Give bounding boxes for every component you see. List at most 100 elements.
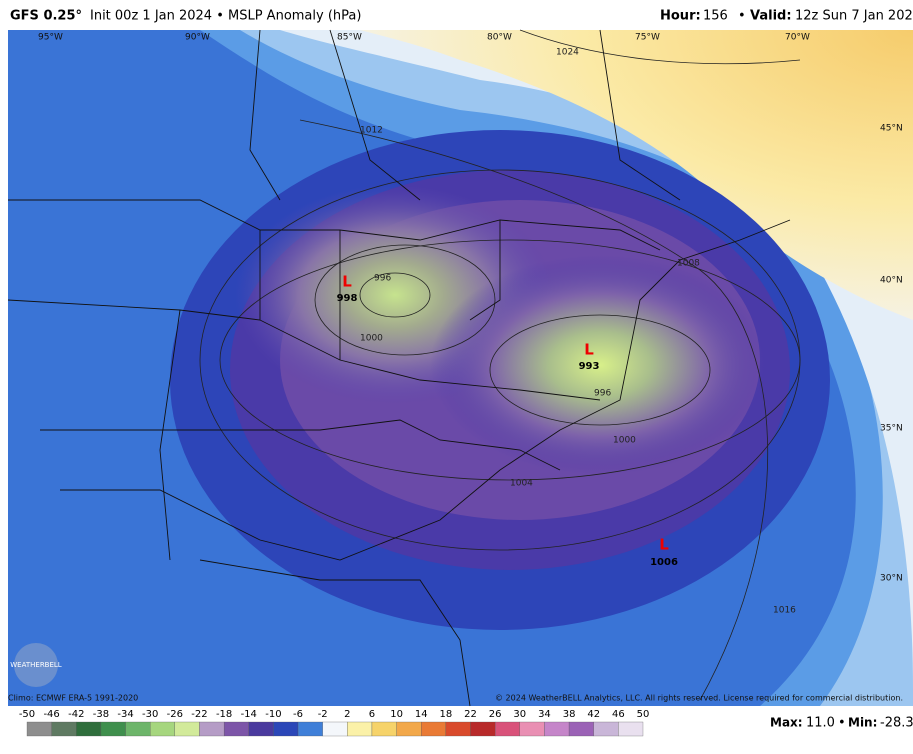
- climo: Climo: ECMWF ERA-5 1991-2020: [8, 694, 138, 703]
- low-pressure: 993: [579, 361, 600, 372]
- colorbar: -50 -46 -42 -38 -34 -30 -26 -22 -18 -14 -10 -6 -2 2 6 1…: [19, 709, 650, 737]
- isobar-label: 1000: [613, 436, 636, 446]
- colorbar-tick-label: -22: [191, 709, 207, 720]
- colorbar-tick-label: 18: [440, 709, 453, 720]
- low-symbol: L: [584, 341, 594, 359]
- longitude: 95°W: [38, 33, 63, 43]
- isobar-label: 1004: [510, 479, 533, 489]
- header-bar: [0, 0, 913, 30]
- colorbar-tick-label: 50: [637, 709, 650, 720]
- longitude: 80°W: [487, 33, 512, 43]
- isobar-label: 996: [374, 274, 391, 284]
- colorbar-segment: [100, 721, 126, 737]
- colorbar-segment: [618, 721, 644, 737]
- logo-globe: [14, 643, 58, 687]
- colorbar-segment: [470, 721, 496, 737]
- longitude: 90°W: [185, 33, 210, 43]
- latitude: 40°N: [880, 276, 903, 286]
- logo: WEATHERBELL: [10, 661, 62, 669]
- colorbar-tick-label: -30: [142, 709, 158, 720]
- colorbar-segment: [347, 721, 373, 737]
- colorbar-segment: [174, 721, 200, 737]
- colorbar-segment: [248, 721, 274, 737]
- colorbar-segment: [396, 721, 422, 737]
- colorbar-tick-label: 46: [612, 709, 625, 720]
- colorbar-segment: [322, 721, 348, 737]
- max-label: Max:: [770, 716, 803, 730]
- isobar-label: 1024: [556, 48, 579, 58]
- valid: 12z Sun 7 Jan 2024: [795, 9, 913, 24]
- colorbar-tick-label: -18: [216, 709, 232, 720]
- high-area: [360, 30, 913, 320]
- map: 95°W 90°W 85°W 80°W 75°W 70°W 45°N 40°N …: [7, 29, 913, 707]
- low-pressure: 1006: [650, 557, 678, 568]
- max: 11.0: [806, 716, 835, 731]
- colorbar-segment: [519, 721, 545, 737]
- colorbar-tick-label: 34: [538, 709, 551, 720]
- colorbar-tick-label: -42: [68, 709, 84, 720]
- colorbar-segment: [150, 721, 175, 737]
- separator: •: [738, 9, 746, 24]
- colorbar-segment: [297, 721, 323, 737]
- colorbar-segment: [445, 721, 471, 737]
- latitude: 35°N: [880, 424, 903, 434]
- colorbar-tick-label: -34: [117, 709, 133, 720]
- boundaries: [7, 29, 791, 707]
- colorbar-segment: [593, 721, 619, 737]
- isobars: [199, 29, 801, 701]
- hour-label: Hour:: [660, 9, 701, 24]
- longitude: 70°W: [785, 33, 810, 43]
- isobar-label: 1012: [360, 126, 383, 136]
- colorbar-tick-label: 10: [390, 709, 403, 720]
- colorbar-tick-label: 14: [415, 709, 428, 720]
- colorbar-segment: [51, 721, 77, 737]
- colorbar-tick-label: 26: [489, 709, 502, 720]
- longitude: 85°W: [337, 33, 362, 43]
- colorbar-tick-label: -6: [293, 709, 303, 720]
- colorbar-segment: [199, 721, 225, 737]
- isobar-label: 1000: [360, 334, 383, 344]
- colorbar-tick-label: -10: [265, 709, 281, 720]
- colorbar-tick-label: 30: [513, 709, 526, 720]
- colorbar-tick-label: 22: [464, 709, 477, 720]
- low-symbol: L: [342, 273, 352, 291]
- separator: •: [838, 716, 846, 731]
- colorbar-tick-label: -38: [93, 709, 109, 720]
- longitude: 75°W: [635, 33, 660, 43]
- isobar-label: 1008: [677, 259, 700, 269]
- valid-label: Valid:: [750, 9, 792, 24]
- colorbar-segment: [495, 721, 520, 737]
- colorbar-tick-label: -2: [318, 709, 328, 720]
- low-pressure: 998: [337, 293, 358, 304]
- description: Init 00z 1 Jan 2024 • MSLP Anomaly (hPa): [90, 9, 361, 24]
- min-label: Min:: [848, 716, 877, 730]
- min: -28.3: [880, 716, 913, 731]
- colorbar-tick-label: -14: [241, 709, 257, 720]
- colorbar-segment: [273, 721, 299, 737]
- isobar-label: 1016: [773, 606, 796, 616]
- colorbar-segment: [421, 721, 447, 737]
- colorbar-segment: [26, 721, 52, 737]
- colorbar-segment: [223, 721, 249, 737]
- model: GFS 0.25°: [10, 9, 82, 24]
- isobar-label: 996: [594, 389, 611, 399]
- colorbar-tick-label: -46: [43, 709, 59, 720]
- colorbar-segment: [544, 721, 570, 737]
- latitude: 30°N: [880, 574, 903, 584]
- copyright: © 2024 WeatherBELL Analytics, LLC. All r…: [495, 694, 903, 703]
- colorbar-tick-label: 38: [563, 709, 576, 720]
- colorbar-tick-label: 2: [344, 709, 350, 720]
- colorbar-tick-label: 6: [369, 709, 375, 720]
- colorbar-segment: [125, 721, 151, 737]
- colorbar-segment: [76, 721, 102, 737]
- colorbar-segment: [568, 721, 594, 737]
- hour: 156: [703, 9, 728, 24]
- anomaly-core: [430, 255, 770, 475]
- colorbar-tick-label: 42: [587, 709, 600, 720]
- latitude: 45°N: [880, 124, 903, 134]
- colorbar-tick-label: -50: [19, 709, 35, 720]
- colorbar-segment: [371, 721, 397, 737]
- colorbar-tick-label: -26: [167, 709, 183, 720]
- low-symbol: L: [659, 536, 669, 554]
